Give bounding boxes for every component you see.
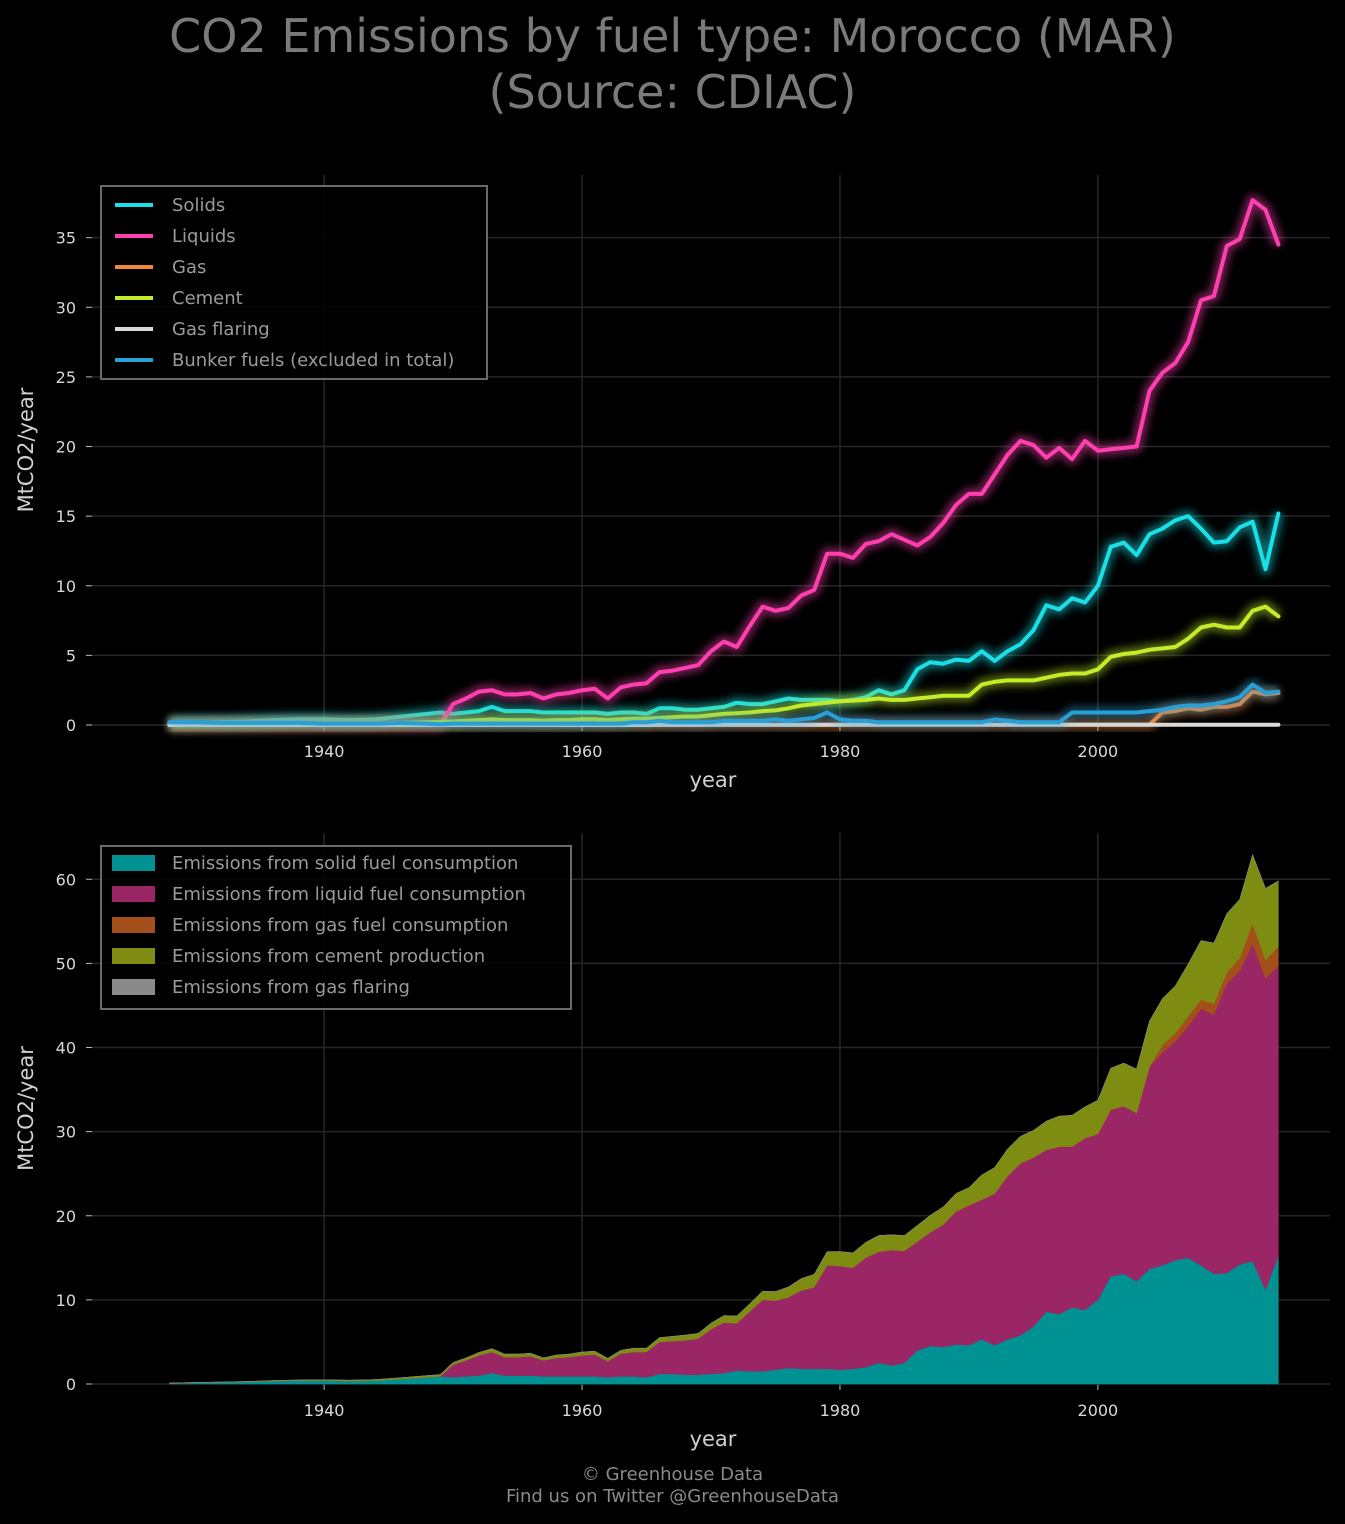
area-chart-y-tick-label: 30 [56,1123,76,1142]
legend-label-liquids: Liquids [172,226,236,247]
legend-label-emissions-from-gas-fuel-consumption: Emissions from gas fuel consumption [172,915,508,936]
area-chart-y-axis-label: MtCO2/year [14,1046,38,1171]
legend-label-bunker-fuels-excluded-in-total: Bunker fuels (excluded in total) [172,350,454,371]
series-line-bunker-fuels-excluded-in-total [167,682,1281,727]
line-chart-legend: Solids Liquids Gas Cement Gas flaring Bunker … [100,185,488,380]
legend-swatch-emissions-from-cement-production [112,948,155,964]
chart-title-line1: CO2 Emissions by fuel type: Morocco (MAR… [169,9,1176,63]
line-chart-x-tick-label: 1960 [562,742,603,761]
area-chart-x-tick-label: 1940 [304,1401,345,1420]
line-chart-x-tick-label: 2000 [1078,742,1119,761]
legend-frame [100,185,488,380]
line-chart-y-tick-label: 15 [56,507,76,526]
area-chart-y-tick-label: 10 [56,1291,76,1310]
legend-swatch-emissions-from-gas-flaring [112,979,155,995]
legend-label-emissions-from-solid-fuel-consumption: Emissions from solid fuel consumption [172,853,518,874]
legend-frame [100,845,572,1010]
series-line-liquids [167,198,1281,727]
chart-title: CO2 Emissions by fuel type: Morocco (MAR… [0,8,1345,120]
legend-label-cement: Cement [172,288,243,309]
area-chart-x-tick-label: 1980 [820,1401,861,1420]
legend-label-solids: Solids [172,195,225,216]
series-line-solids [167,511,1281,726]
line-chart-y-tick-label: 0 [66,716,76,735]
area-chart-x-tick-label: 2000 [1078,1401,1119,1420]
line-chart-x-axis-label: year [690,768,737,792]
line-chart-panel: 1940 1960 1980 2000 0 5 10 15 20 25 30 35 year MtCO2/… [14,175,1330,792]
area-chart-y-tick-label: 50 [56,954,76,973]
legend-label-emissions-from-liquid-fuel-consumption: Emissions from liquid fuel consumption [172,884,526,905]
area-chart-y-tick-label: 60 [56,870,76,889]
line-chart-y-tick-label: 20 [56,438,76,457]
line-chart-y-tick-label: 25 [56,368,76,387]
line-chart-y-axis-label: MtCO2/year [14,387,38,512]
footer-copyright: © Greenhouse Data [581,1464,764,1485]
area-chart-y-tick-label: 0 [66,1375,76,1394]
area-chart-legend: Emissions from solid fuel consumption Emi… [100,845,572,1010]
legend-swatch-emissions-from-solid-fuel-consumption [112,855,155,871]
line-chart-y-tick-label: 10 [56,577,76,596]
line-chart-y-tick-label: 30 [56,298,76,317]
chart-title-line2: (Source: CDIAC) [488,65,857,119]
area-chart-y-tick-label: 20 [56,1207,76,1226]
legend-swatch-emissions-from-gas-fuel-consumption [112,917,155,933]
area-chart-panel: 1940 1960 1980 2000 0 10 20 30 40 50 60 year MtCO2/y… [14,833,1330,1451]
area-chart-x-axis-label: year [690,1427,737,1451]
legend-label-emissions-from-gas-flaring: Emissions from gas flaring [172,977,410,998]
line-chart-y-tick-label: 5 [66,646,76,665]
area-chart-y-tick-label: 40 [56,1039,76,1058]
legend-swatch-emissions-from-liquid-fuel-consumption [112,886,155,902]
legend-label-emissions-from-cement-production: Emissions from cement production [172,946,485,967]
legend-label-gas: Gas [172,257,206,278]
line-chart-y-tick-label: 35 [56,229,76,248]
area-chart-x-tick-label: 1960 [562,1401,603,1420]
legend-label-gas-flaring: Gas flaring [172,319,270,340]
footer-twitter: Find us on Twitter @GreenhouseData [505,1486,840,1507]
line-chart-x-tick-label: 1980 [820,742,861,761]
line-chart-x-tick-label: 1940 [304,742,345,761]
footer: © Greenhouse Data Find us on Twitter @Gr… [0,1464,1345,1508]
area-emissions-from-gas-flaring [169,853,1279,1384]
